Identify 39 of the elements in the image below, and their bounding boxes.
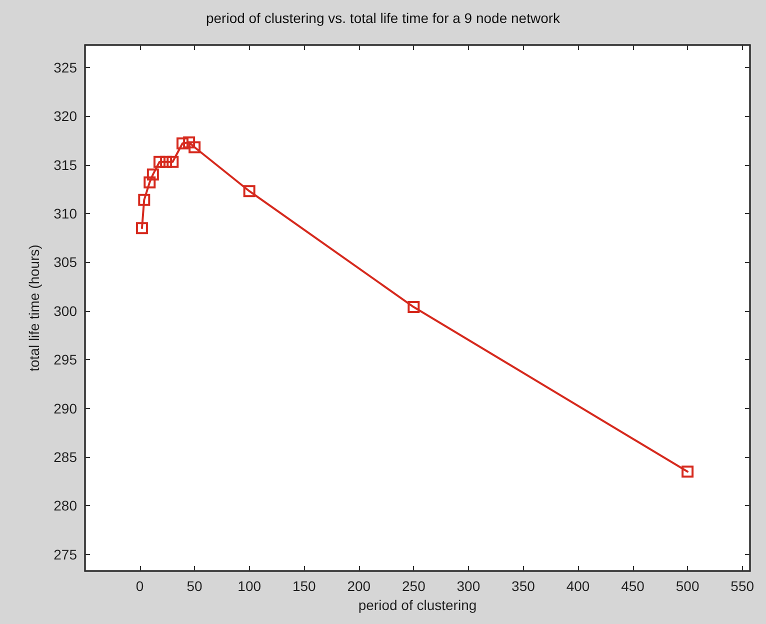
- x-tick-label: 0: [136, 578, 144, 594]
- point: [160, 156, 172, 168]
- y-tick-label: 320: [54, 108, 78, 124]
- y-tick-label: 300: [54, 302, 78, 319]
- x-tick-label: 100: [238, 578, 262, 594]
- x-tick-label: 250: [402, 578, 426, 594]
- point: [183, 136, 196, 148]
- x-tick-label: 350: [512, 578, 536, 594]
- chart-title: period of clustering vs. total life time for a 9 node network: [206, 10, 562, 26]
- y-tick-label: 295: [54, 352, 78, 368]
- point: [682, 466, 694, 478]
- point: [153, 156, 166, 168]
- point: [408, 301, 420, 314]
- point: [188, 141, 201, 154]
- y-axis-title: total life time (hours): [26, 244, 42, 372]
- point: [146, 168, 159, 181]
- x-axis-title: period of clustering: [358, 596, 477, 613]
- x-tick-label: 300: [456, 578, 480, 594]
- y-tick-label: 285: [54, 449, 78, 466]
- y-tick-label: 310: [54, 206, 78, 222]
- x-tick-label: 450: [621, 578, 645, 594]
- point: [166, 156, 179, 168]
- x-tick-label: 400: [566, 578, 590, 594]
- y-tick-label: 305: [54, 254, 78, 270]
- x-tick-label: 50: [186, 578, 203, 594]
- y-tick-label: 280: [54, 498, 78, 514]
- x-tick-label: 500: [676, 578, 700, 594]
- point: [138, 194, 150, 206]
- x-tick-label: 200: [347, 578, 371, 594]
- y-tick-label: 315: [54, 156, 78, 173]
- point: [176, 137, 189, 150]
- y-tick-label: 290: [54, 400, 78, 416]
- point: [144, 176, 156, 188]
- point: [243, 185, 256, 198]
- x-tick-label: 550: [730, 578, 754, 594]
- x-tick-label: 150: [292, 578, 316, 594]
- point: [136, 222, 148, 234]
- y-tick-label: 275: [54, 546, 78, 562]
- y-tick-label: 325: [54, 59, 78, 76]
